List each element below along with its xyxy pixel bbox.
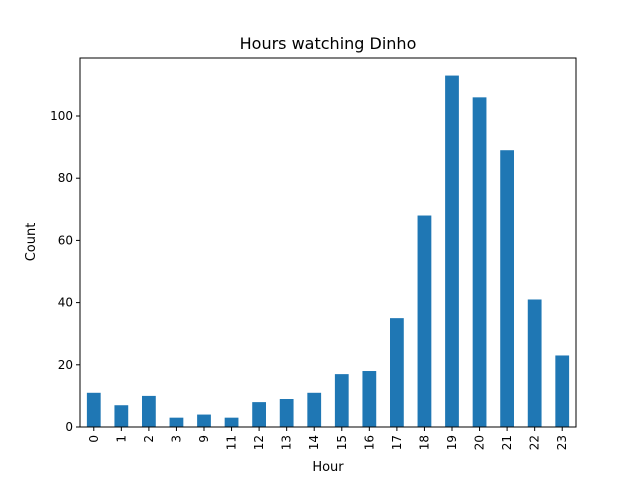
x-tick-label-20: 20 — [473, 435, 487, 450]
y-tick-label-60: 60 — [58, 233, 73, 247]
y-tick-label-20: 20 — [58, 358, 73, 372]
bar-13 — [279, 399, 294, 427]
x-axis-label: Hour — [312, 460, 344, 475]
bar-11 — [224, 417, 239, 427]
x-tick-label-16: 16 — [362, 435, 376, 450]
bar-2 — [142, 395, 156, 427]
y-tick-label-40: 40 — [58, 296, 73, 310]
y-tick-label-80: 80 — [58, 171, 73, 185]
x-tick-label-0: 0 — [87, 435, 101, 443]
bar-19 — [445, 75, 459, 428]
x-tick-label-12: 12 — [252, 435, 266, 450]
x-tick-label-2: 2 — [142, 435, 156, 443]
bar-15 — [334, 374, 349, 427]
x-tick-label-22: 22 — [528, 435, 542, 450]
bar-3 — [169, 417, 184, 427]
bar-18 — [417, 215, 432, 427]
bar-17 — [390, 318, 404, 427]
x-tick-label-21: 21 — [500, 435, 514, 450]
bar-16 — [362, 371, 377, 427]
plot-frame — [79, 57, 577, 428]
y-axis-label: Count — [24, 223, 39, 262]
bar-0 — [86, 392, 101, 427]
x-tick-label-1: 1 — [114, 435, 128, 443]
y-tick-label-0: 0 — [65, 420, 73, 434]
bars-group — [86, 75, 570, 428]
y-tick-label-100: 100 — [50, 109, 73, 123]
x-tick-label-11: 11 — [225, 435, 239, 450]
x-tick-label-18: 18 — [417, 435, 431, 450]
bar-21 — [500, 150, 514, 427]
x-tick-label-17: 17 — [390, 435, 404, 450]
x-tick-label-3: 3 — [169, 435, 183, 443]
y-axis-ticks: 0 20 40 60 80 100 — [50, 109, 80, 434]
bar-23 — [555, 355, 570, 427]
bar-12 — [252, 402, 266, 427]
x-tick-label-15: 15 — [335, 435, 349, 450]
bar-14 — [307, 392, 322, 427]
bar-22 — [527, 299, 542, 427]
x-axis-ticks: 0 1 2 3 9 11 12 13 14 15 16 17 18 19 20 21 22 23 — [87, 427, 569, 450]
chart-title: Hours watching Dinho — [240, 34, 417, 53]
x-tick-label-14: 14 — [307, 435, 321, 450]
bar-1 — [114, 405, 129, 427]
x-tick-label-23: 23 — [555, 435, 569, 450]
x-tick-label-19: 19 — [445, 435, 459, 450]
x-tick-label-13: 13 — [280, 435, 294, 450]
x-tick-label-9: 9 — [197, 435, 211, 443]
bar-9 — [197, 414, 211, 427]
bar-20 — [472, 97, 487, 427]
